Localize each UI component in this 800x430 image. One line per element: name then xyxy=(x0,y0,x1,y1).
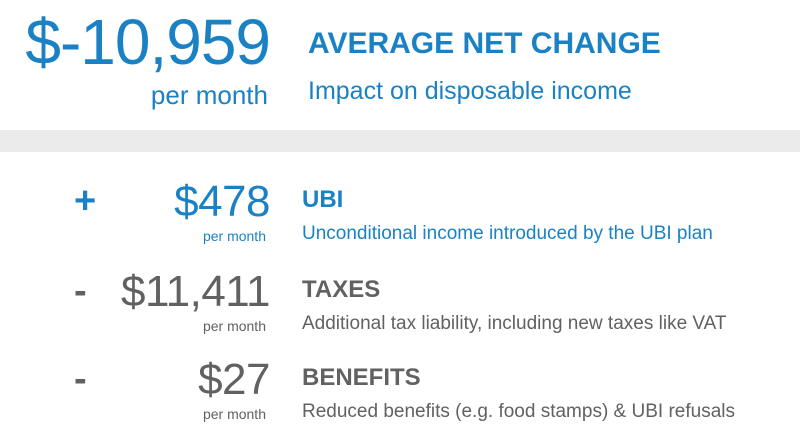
minus-sign: - xyxy=(74,270,87,312)
minus-sign: - xyxy=(74,358,87,400)
benefits-unit: per month xyxy=(202,406,266,422)
breakdown-row-ubi: + $478 per month UBI Unconditional incom… xyxy=(0,178,800,268)
taxes-label: TAXES xyxy=(302,276,381,303)
taxes-description: Additional tax liability, including new … xyxy=(302,313,727,334)
breakdown-row-benefits: - $27 per month BENEFITS Reduced benefit… xyxy=(0,356,800,430)
taxes-amount: $11,411 xyxy=(120,267,271,316)
net-change-unit: per month xyxy=(150,80,268,110)
ubi-description: Unconditional income introduced by the U… xyxy=(302,223,713,244)
benefits-amount: $27 xyxy=(198,355,270,404)
ubi-amount: $478 xyxy=(174,177,270,226)
net-change-amount: $-10,959 xyxy=(25,6,271,78)
net-change-title: AVERAGE NET CHANGE xyxy=(308,27,661,60)
plus-sign: + xyxy=(74,180,97,222)
breakdown-row-taxes: - $11,411 per month TAXES Additional tax… xyxy=(0,268,800,358)
ubi-unit: per month xyxy=(202,228,266,244)
taxes-unit: per month xyxy=(202,318,266,334)
net-change-summary: $-10,959 per month AVERAGE NET CHANGE Im… xyxy=(0,0,800,130)
ubi-label: UBI xyxy=(302,186,344,213)
benefits-label: BENEFITS xyxy=(302,364,421,391)
section-divider xyxy=(0,130,800,152)
net-change-subtitle: Impact on disposable income xyxy=(308,77,632,105)
benefits-description: Reduced benefits (e.g. food stamps) & UB… xyxy=(302,401,735,422)
